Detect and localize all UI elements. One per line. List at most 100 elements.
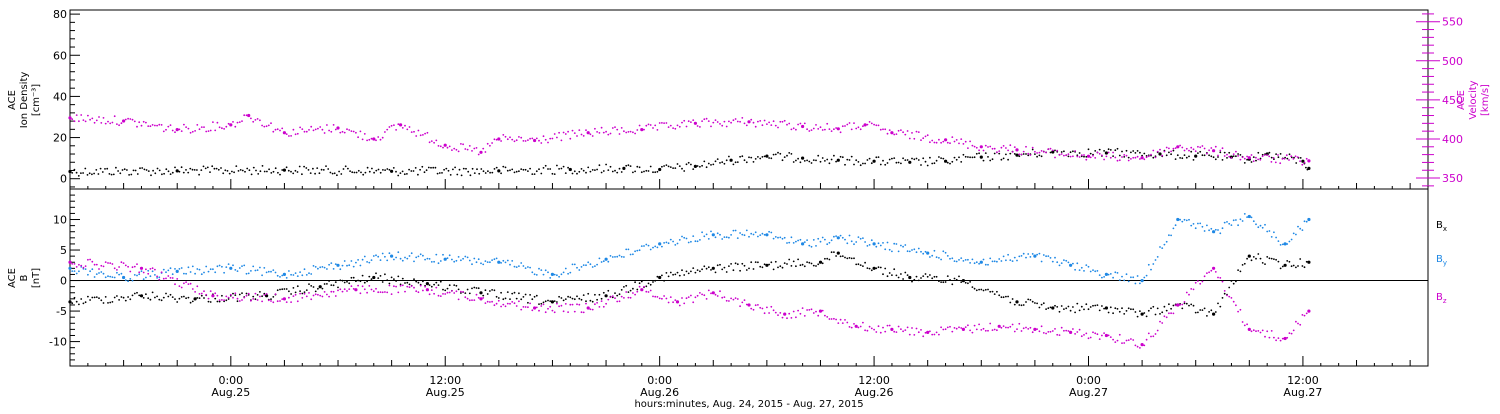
by-point xyxy=(711,233,715,237)
density-sample xyxy=(237,170,240,172)
by-sample xyxy=(162,268,165,271)
by-point xyxy=(872,242,876,246)
bz-sample xyxy=(116,269,118,271)
bx-sample xyxy=(703,265,706,268)
bx-sample xyxy=(672,273,674,276)
bx-sample xyxy=(573,298,576,301)
bx-sample xyxy=(781,266,784,269)
velocity-sample xyxy=(346,128,348,131)
bx-sample xyxy=(422,280,424,283)
velocity-sample xyxy=(288,135,290,137)
density-sample xyxy=(1226,157,1228,159)
bx-point xyxy=(1140,312,1144,316)
bz-sample xyxy=(511,301,514,303)
velocity-sample xyxy=(710,125,712,128)
density-sample xyxy=(233,171,236,174)
velocity-axis-title-line-1: ACE xyxy=(1456,90,1467,110)
bz-sample xyxy=(812,312,815,314)
density-sample xyxy=(500,172,502,175)
by-sample xyxy=(140,270,143,273)
velocity-point xyxy=(836,127,840,131)
density-sample xyxy=(143,168,146,171)
bx-sample xyxy=(750,261,753,264)
bx-sample xyxy=(493,289,496,292)
bx-sample xyxy=(792,260,795,263)
velocity-sample xyxy=(73,120,76,123)
by-sample xyxy=(924,250,927,253)
time-axis-labels: 0:00Aug.2512:00Aug.250:00Aug.2612:00Aug.… xyxy=(211,374,1322,399)
bz-sample xyxy=(1237,310,1239,313)
density-sample xyxy=(815,159,817,162)
velocity-point xyxy=(479,150,483,154)
bz-sample xyxy=(457,298,460,301)
velocity-sample xyxy=(98,116,100,118)
by-sample xyxy=(299,271,301,273)
bz-sample xyxy=(721,296,724,299)
velocity-sample xyxy=(473,147,476,150)
by-sample xyxy=(656,246,659,249)
density-sample xyxy=(294,169,297,172)
velocity-sample xyxy=(296,132,299,135)
velocity-sample xyxy=(1232,153,1235,156)
density-sample xyxy=(748,156,750,159)
velocity-sample xyxy=(1296,156,1299,159)
bz-sample xyxy=(882,326,884,329)
density-sample xyxy=(476,168,478,171)
bz-sample xyxy=(969,329,971,332)
density-sample xyxy=(307,169,310,171)
by-sample xyxy=(1054,256,1056,259)
velocity-sample xyxy=(703,118,706,121)
bx-sample xyxy=(924,273,927,275)
by-sample xyxy=(674,244,677,246)
bx-sample xyxy=(1130,308,1132,311)
bx-sample xyxy=(133,292,136,295)
density-sample xyxy=(430,166,432,169)
velocity-sample xyxy=(993,147,996,150)
by-sample xyxy=(156,277,159,279)
bx-sample xyxy=(692,267,695,269)
velocity-sample xyxy=(261,124,263,127)
density-sample xyxy=(84,167,87,170)
bx-sample xyxy=(1217,302,1219,305)
by-sample xyxy=(690,240,692,243)
by-sample xyxy=(1085,264,1088,266)
bx-sample xyxy=(875,267,878,270)
velocity-sample xyxy=(707,120,710,122)
velocity-sample xyxy=(692,119,695,121)
bz-sample xyxy=(1243,324,1246,327)
bx-sample xyxy=(748,267,750,270)
bz-sample xyxy=(352,288,355,290)
by-sample xyxy=(147,269,150,272)
by-sample xyxy=(886,241,889,244)
velocity-sample xyxy=(540,142,543,144)
density-sample xyxy=(1217,156,1219,158)
velocity-sample xyxy=(1279,162,1282,165)
density-sample xyxy=(487,170,489,173)
by-sample xyxy=(346,264,348,267)
bz-point xyxy=(747,303,751,307)
density-sample xyxy=(690,163,692,166)
by-sample xyxy=(1112,276,1114,279)
by-sample xyxy=(305,274,308,276)
bx-sample xyxy=(162,296,165,299)
velocity-sample xyxy=(1203,147,1206,150)
density-sample xyxy=(414,167,417,169)
bx-sample xyxy=(866,267,869,269)
bx-sample xyxy=(433,283,435,286)
by-sample xyxy=(587,261,590,264)
by-sample xyxy=(902,245,904,248)
velocity-sample xyxy=(305,130,308,133)
bz-sample xyxy=(1112,338,1114,341)
bx-sample xyxy=(388,282,391,285)
by-sample xyxy=(558,275,560,278)
bx-sample xyxy=(305,289,308,291)
by-sample xyxy=(1040,260,1043,263)
velocity-sample xyxy=(493,138,496,141)
bz-point xyxy=(139,266,144,270)
by-sample xyxy=(1027,253,1030,255)
velocity-sample xyxy=(623,130,625,133)
bz-sample xyxy=(187,283,190,285)
density-sample xyxy=(879,163,882,166)
bx-sample xyxy=(314,290,317,293)
velocity-sample xyxy=(734,118,737,120)
